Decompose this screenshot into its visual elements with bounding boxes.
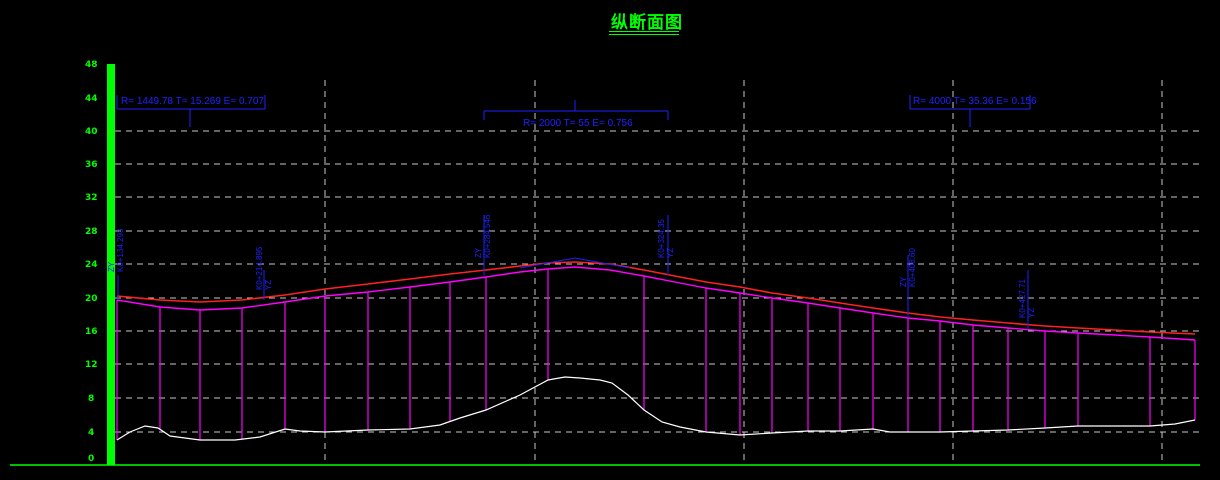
y-tick-label: 28 [85, 227, 98, 237]
horizontal-grid [115, 130, 1200, 433]
station-label-6-line-2: YZ [1027, 308, 1036, 318]
station-ticks [117, 215, 1029, 328]
curve-label-3: R= 4000 T= 35.36 E= 0.156 [913, 96, 1037, 107]
offset-profile-line [116, 266, 1196, 341]
station-label-5-line-2: K0+408.60 [908, 248, 917, 287]
station-label-3-line-1: ZY [474, 247, 483, 258]
station-label-1-line-2: K0+134.293 [116, 228, 125, 272]
apex-tangent-lines [519, 257, 631, 269]
station-label-5-line-1: ZY [899, 276, 908, 287]
curve-label-2: R= 2000 T= 55 E= 0.756 [523, 118, 633, 129]
ground-line [116, 376, 1196, 441]
y-tick-label: 36 [85, 160, 98, 170]
curve-brackets [116, 95, 1031, 127]
y-tick-labels: 48 44 40 36 32 28 24 20 16 12 8 4 0 [85, 60, 98, 464]
station-label-6-line-1: K0+427.71 [1018, 279, 1027, 318]
station-label-4-line-2: YZ [666, 248, 675, 258]
station-label-1-line-1: ZY [107, 261, 116, 272]
y-tick-label: 48 [85, 60, 98, 70]
stake-lines [116, 269, 1196, 440]
y-tick-label: 32 [85, 193, 98, 203]
y-tick-label: 16 [85, 327, 98, 337]
title-underline [609, 31, 679, 35]
y-tick-label: 40 [85, 127, 98, 137]
y-tick-label: 20 [85, 294, 98, 304]
y-axis-bar [107, 64, 115, 465]
y-tick-label: 24 [85, 260, 98, 270]
curve-label-1: R= 1449.78 T= 15.269 E= 0.707 [121, 96, 264, 107]
y-tick-label: 12 [85, 360, 98, 370]
station-label-3-line-2: K0+284.546 [483, 214, 492, 258]
station-label-2-line-2: YZ [264, 280, 273, 290]
design-grade-line [116, 261, 1196, 335]
y-tick-label: 44 [85, 94, 98, 104]
station-label-2-line-1: K0+214.895 [255, 246, 264, 290]
y-tick-label: 4 [88, 428, 94, 438]
y-tick-label: 8 [88, 394, 94, 404]
station-labels: ZY K0+134.293 K0+214.895 YZ ZY K0+284.54… [107, 214, 1036, 318]
y-tick-label: 0 [88, 454, 94, 464]
station-label-4-line-1: K0+324.35 [657, 219, 666, 258]
drawing-title: 纵断面图 [611, 13, 683, 33]
